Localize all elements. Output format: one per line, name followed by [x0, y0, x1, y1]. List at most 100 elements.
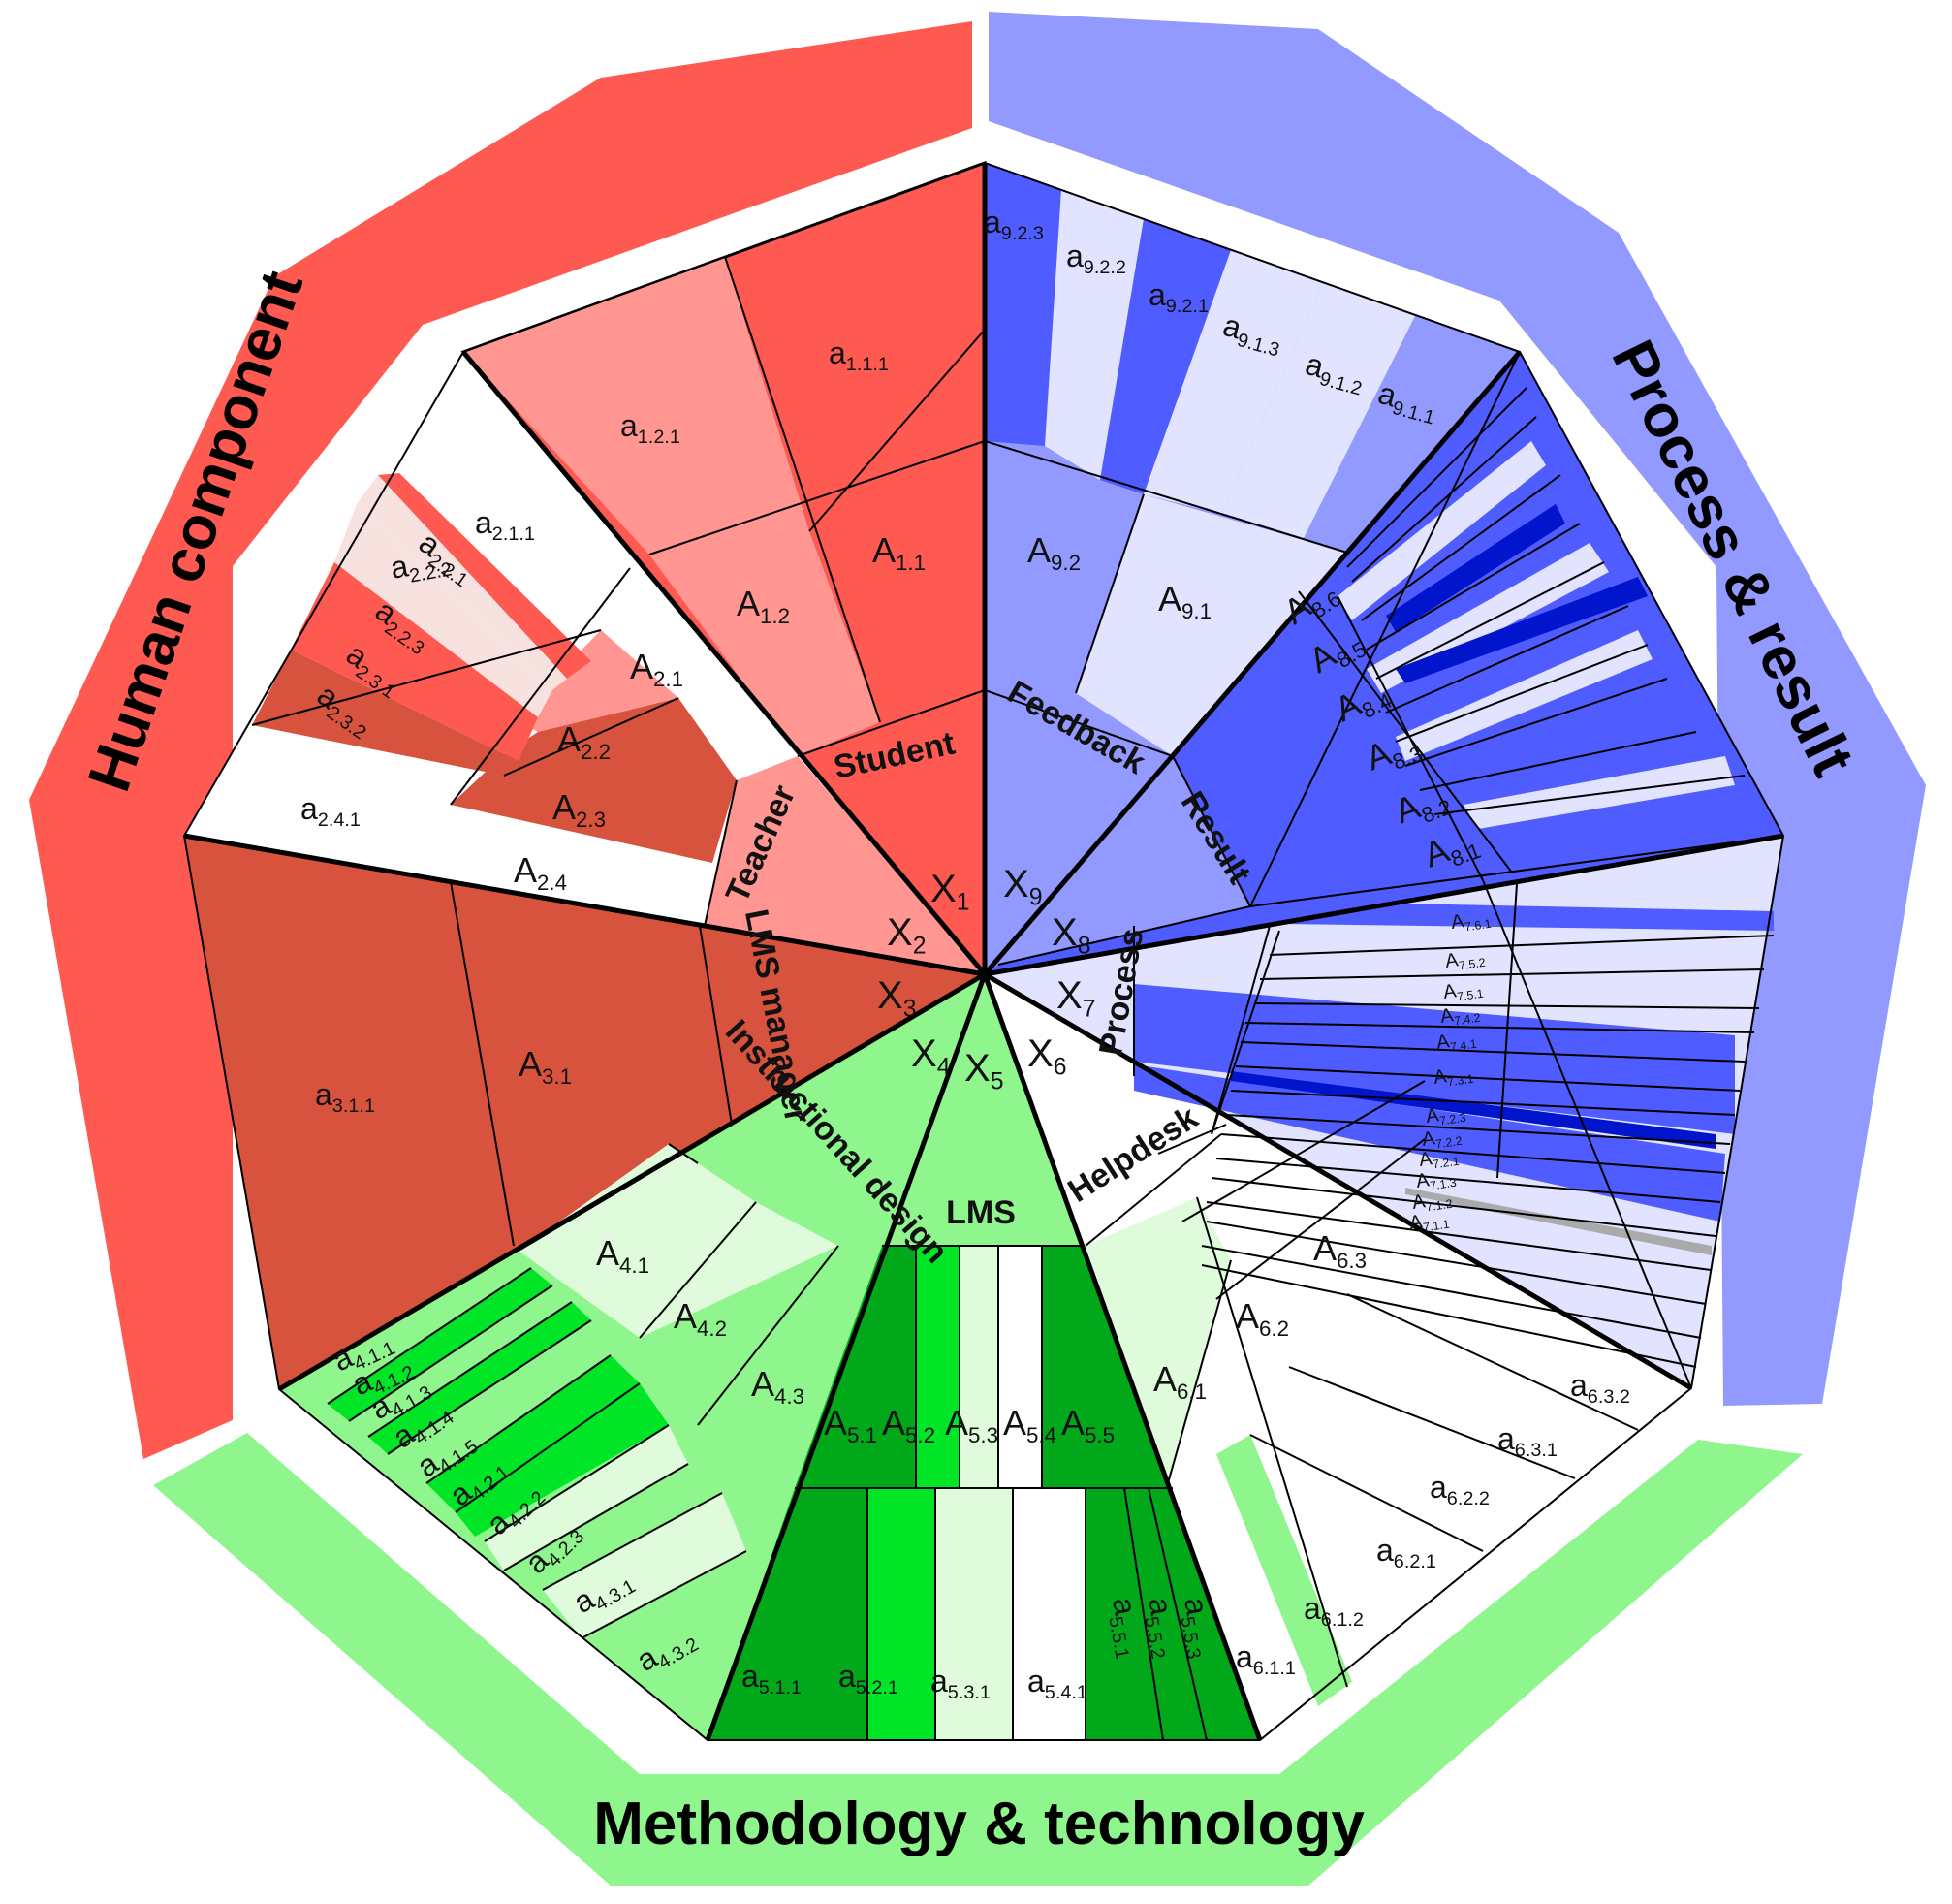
cell-a4.2.1 [456, 1383, 669, 1537]
divider [699, 925, 733, 1126]
divider [704, 779, 738, 927]
stripe [1148, 1487, 1208, 1741]
nonagon-outline [182, 161, 1785, 1741]
stripe [1496, 883, 1518, 1179]
cell-result-dark-2 [1396, 577, 1648, 683]
cell-a2.2.1 [378, 473, 591, 679]
spoke-3 [183, 833, 986, 977]
label-a4-2: A4.2 [674, 1296, 727, 1341]
label-x9: X9 [1003, 863, 1042, 911]
label-a5-3-1: a5.3.1 [930, 1664, 991, 1703]
segment-helpdesk [985, 974, 1691, 1740]
cell-a2.2.2 [357, 475, 567, 690]
cell-a5.1.1 [708, 1488, 867, 1740]
label-a9-2-2: a9.2.2 [1066, 238, 1126, 278]
cell-a4.2.2 [485, 1425, 688, 1571]
segment-lms-manager [184, 836, 985, 1389]
divider [450, 881, 515, 1247]
methodology-technology-band [153, 1433, 1803, 1886]
stripe [1123, 1487, 1164, 1741]
cell-a4.3.1 [543, 1493, 746, 1638]
stripe [1254, 1002, 1760, 1009]
cell-a4.1.1 [328, 1268, 552, 1421]
stripe [1225, 1114, 1731, 1145]
cell-a9.2.1 [1100, 219, 1231, 494]
cell-a9.1.3 [1144, 250, 1323, 514]
cell-process-strong-3 [1134, 1064, 1725, 1222]
stripe [581, 1550, 747, 1639]
stripe [455, 1382, 641, 1513]
label-a1-2-1: a1.2.1 [620, 408, 680, 448]
cell-result-dark-1 [1386, 504, 1565, 632]
cell-A4.2 [572, 1202, 838, 1338]
label-a2-2: A2.2 [557, 719, 611, 764]
cell-A5.1 [795, 1246, 916, 1488]
cell-result-inner [985, 756, 1250, 974]
label-a4-3: A4.3 [751, 1364, 804, 1409]
label-a2-1-1: a2.1.1 [475, 505, 535, 545]
label-lms: LMS [946, 1194, 1016, 1231]
label-a7-6-1: A7.6.1 [1450, 906, 1493, 936]
divider [639, 1201, 757, 1339]
label-a5-4: A5.4 [1003, 1403, 1056, 1447]
label-a5-5-3: a5.5.3 [1173, 1595, 1222, 1661]
cell-result-pale-2 [1367, 543, 1609, 693]
label-a5-2: A5.2 [882, 1403, 935, 1447]
spoke-2 [461, 350, 987, 976]
stripe [1201, 1264, 1697, 1368]
cell-A5.3 [960, 1246, 998, 1488]
stripe [1259, 968, 1765, 980]
divider [724, 256, 881, 723]
stripe [1404, 678, 1668, 767]
stripe [1346, 387, 1527, 568]
label-a1-2: A1.2 [737, 584, 790, 628]
stripe [387, 1319, 592, 1455]
label-x3: X3 [877, 974, 916, 1023]
stripe [484, 1424, 670, 1542]
stripe [1235, 1065, 1741, 1092]
label-a7-2-3: A7.2.3 [1425, 1100, 1467, 1129]
divider [1215, 1138, 1426, 1300]
label-a7-4-1: A7.4.1 [1435, 1027, 1478, 1056]
cell-a9.2.2 [1045, 190, 1144, 480]
lms-stripes [866, 1246, 1208, 1741]
segments [184, 160, 1783, 1740]
stripe [1240, 1041, 1746, 1063]
cell-a4.1.3 [368, 1302, 591, 1454]
cell-A6.1 [1086, 1197, 1231, 1483]
label-a5-1-1: a5.1.1 [741, 1659, 802, 1698]
cell-result-pale-1 [1338, 441, 1546, 620]
stripe [348, 1285, 553, 1422]
cell-A1.2 [649, 531, 880, 756]
label-a4-1: A4.1 [596, 1233, 649, 1278]
label-a5-2-1: a5.2.1 [838, 1659, 898, 1698]
label-a7-5-2: A7.5.2 [1444, 945, 1487, 974]
divider [1211, 925, 1271, 1135]
label-a2-1: A2.1 [630, 647, 683, 691]
spoke-8 [984, 833, 1784, 977]
label-a2-2-2: a2.2.2 [388, 541, 454, 590]
divider [1085, 1133, 1222, 1247]
divider [1172, 552, 1348, 757]
label-a3-1-1: a3.1.1 [315, 1077, 375, 1117]
cell-A5.5 [1042, 1246, 1173, 1488]
result-stripes [1298, 387, 1746, 873]
divider [450, 567, 631, 806]
divider [1249, 835, 1784, 907]
cell-a2.3.1 [291, 562, 538, 761]
stripe [1366, 523, 1581, 651]
label-a7-1-3: A7.1.3 [1415, 1165, 1458, 1194]
stripe [1433, 775, 1746, 815]
label-a3-1: A3.1 [519, 1044, 572, 1089]
cell-A2.3 [451, 698, 737, 863]
human-component-band [29, 21, 972, 1459]
spoke-4 [277, 971, 987, 1392]
stripe [1220, 1133, 1726, 1174]
cell-A5.4 [998, 1246, 1042, 1488]
label-a7-2-2: A7.2.2 [1421, 1124, 1464, 1153]
label-a6-1-2: a6.1.2 [1304, 1591, 1364, 1631]
label-a6-1-1: a6.1.1 [1236, 1639, 1296, 1679]
label-a7-2-1: A7.2.1 [1418, 1144, 1461, 1173]
stripe [1351, 416, 1537, 583]
